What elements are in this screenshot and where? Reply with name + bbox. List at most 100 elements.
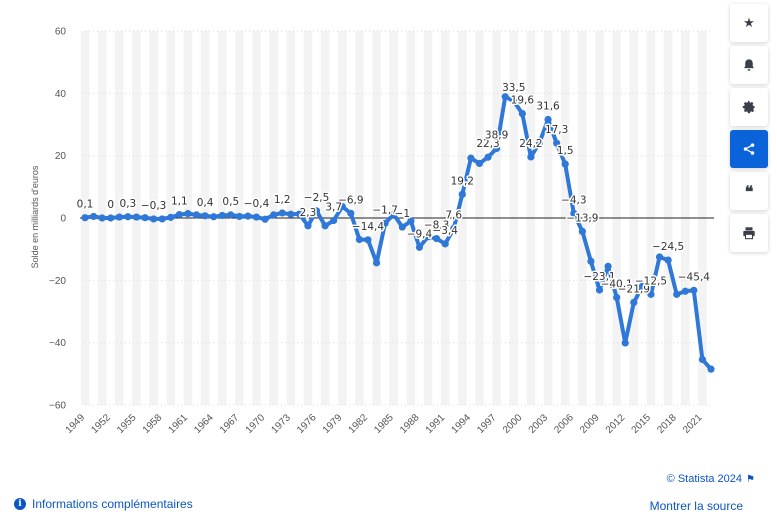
data-point[interactable] [89, 212, 98, 221]
data-point[interactable] [347, 209, 355, 217]
data-point[interactable] [535, 138, 544, 147]
data-point[interactable] [458, 190, 466, 198]
data-point[interactable] [673, 290, 681, 298]
data-point[interactable] [578, 227, 586, 236]
data-point[interactable] [372, 259, 381, 267]
data-point[interactable] [698, 355, 707, 364]
data-point[interactable] [432, 234, 441, 243]
copyright-text[interactable]: © Statista 2024 [666, 473, 743, 485]
source-link[interactable]: Montrer la source [649, 499, 743, 513]
x-tick-label: 1994 [450, 412, 474, 436]
favorite-button[interactable]: ★ [730, 4, 768, 42]
data-label: −0,4 [244, 198, 270, 210]
data-point[interactable] [304, 222, 312, 230]
data-point[interactable] [252, 213, 261, 221]
data-point[interactable] [261, 215, 269, 223]
data-point[interactable] [295, 210, 303, 218]
data-point[interactable] [595, 286, 604, 294]
data-point[interactable] [270, 211, 278, 219]
data-point[interactable] [613, 293, 621, 302]
data-point[interactable] [184, 210, 192, 218]
data-label: 0,5 [222, 196, 239, 208]
data-point[interactable] [115, 213, 123, 221]
data-point[interactable] [381, 219, 389, 227]
data-point[interactable] [227, 211, 235, 219]
data-point[interactable] [132, 213, 141, 221]
data-point[interactable] [493, 144, 501, 153]
data-point[interactable] [81, 214, 89, 222]
data-point[interactable] [424, 233, 432, 241]
x-tick-label: 2009 [578, 412, 602, 436]
cite-button[interactable]: ❝ [730, 172, 768, 210]
notification-button[interactable] [730, 46, 768, 84]
settings-button[interactable] [730, 88, 768, 126]
data-point[interactable] [175, 210, 183, 219]
data-point[interactable] [647, 290, 655, 298]
data-point[interactable] [407, 217, 415, 225]
data-point[interactable] [150, 215, 158, 223]
data-point[interactable] [544, 115, 552, 124]
data-label: −4,3 [561, 194, 587, 206]
data-point[interactable] [338, 202, 346, 211]
side-toolbar: ★ ❝ [730, 4, 768, 256]
data-point[interactable] [141, 214, 149, 222]
x-tick-label: 1985 [372, 412, 396, 436]
data-point[interactable] [510, 97, 518, 105]
data-point[interactable] [475, 159, 484, 168]
data-point[interactable] [364, 236, 372, 244]
data-point[interactable] [681, 287, 689, 295]
data-point[interactable] [553, 139, 561, 147]
info-link[interactable]: i Informations complémentaires [14, 497, 193, 511]
data-point[interactable] [604, 262, 612, 270]
data-point[interactable] [244, 212, 252, 220]
quote-icon: ❝ [744, 181, 754, 201]
data-point[interactable] [570, 209, 578, 217]
data-point[interactable] [321, 222, 329, 230]
data-label: −40,1 [601, 278, 633, 290]
data-point[interactable] [124, 213, 132, 221]
data-point[interactable] [527, 153, 535, 161]
print-icon [743, 227, 755, 240]
copyright[interactable]: © Statista 2024 ⚑ [667, 473, 755, 485]
data-label: −12,5 [635, 275, 667, 287]
data-point[interactable] [330, 216, 338, 225]
data-point[interactable] [158, 215, 166, 223]
data-point[interactable] [638, 282, 646, 290]
data-point[interactable] [467, 154, 475, 162]
star-icon: ★ [743, 15, 755, 30]
info-link-label[interactable]: Informations complémentaires [32, 497, 193, 511]
data-point[interactable] [278, 209, 286, 217]
data-point[interactable] [192, 211, 201, 219]
data-point[interactable] [107, 214, 115, 222]
data-point[interactable] [167, 213, 175, 221]
data-point[interactable] [390, 210, 398, 218]
data-point[interactable] [201, 212, 209, 220]
data-point[interactable] [690, 286, 698, 294]
data-point[interactable] [312, 207, 321, 215]
data-point[interactable] [355, 235, 364, 244]
gear-icon [742, 100, 755, 114]
data-point[interactable] [98, 214, 106, 222]
data-point[interactable] [518, 109, 526, 118]
print-button[interactable] [730, 214, 768, 252]
data-point[interactable] [587, 257, 595, 265]
data-point[interactable] [561, 160, 569, 168]
data-point[interactable] [707, 365, 715, 373]
data-point[interactable] [630, 298, 638, 307]
data-point[interactable] [655, 253, 664, 261]
data-point[interactable] [287, 210, 295, 218]
data-label: 19,2 [451, 175, 474, 187]
data-point[interactable] [235, 212, 243, 221]
data-point[interactable] [450, 224, 458, 233]
data-point[interactable] [484, 153, 492, 161]
data-point[interactable] [664, 256, 672, 264]
data-point[interactable] [415, 243, 424, 251]
data-point[interactable] [501, 93, 509, 101]
share-button[interactable] [730, 130, 768, 168]
data-point[interactable] [218, 211, 226, 220]
data-point[interactable] [441, 240, 449, 248]
data-point[interactable] [621, 339, 629, 347]
data-point[interactable] [398, 223, 406, 231]
data-point[interactable] [210, 213, 218, 221]
